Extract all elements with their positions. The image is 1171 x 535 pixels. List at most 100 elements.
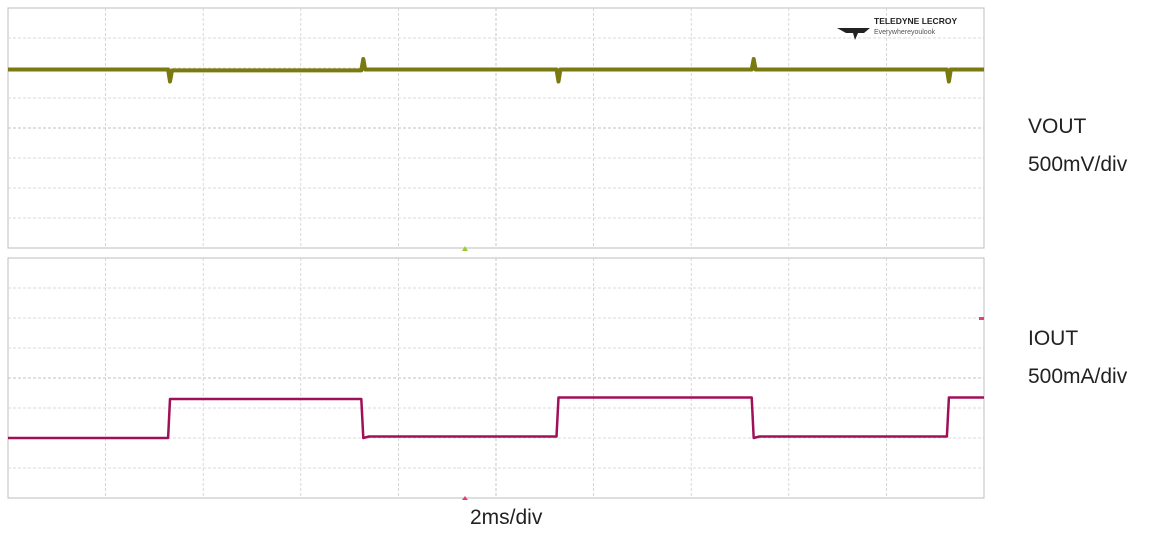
iout-minor-tick [339,467,341,469]
vout-minor-tick [886,157,888,159]
vout-minor-tick [925,37,927,39]
iout-minor-tick [730,287,732,289]
vout-minor-tick [86,157,88,159]
iout-minor-tick [827,407,829,409]
iout-minor-tick [105,467,107,469]
vout-minor-tick [476,97,478,99]
vout-minor-tick [242,37,244,39]
iout-minor-tick [242,407,244,409]
iout-minor-tick [27,347,29,349]
iout-minor-tick [281,347,283,349]
iout-panel [7,257,985,499]
vout-minor-tick [710,157,712,159]
iout-minor-tick [535,467,537,469]
vout-minor-tick [886,97,888,99]
vout-minor-tick [398,217,400,219]
iout-minor-tick [574,347,576,349]
vout-minor-tick [320,157,322,159]
teledyne-eagle-icon [837,28,870,40]
vout-minor-tick [574,97,576,99]
vout-minor-tick [378,37,380,39]
iout-minor-tick [183,467,185,469]
vout-minor-tick [593,157,595,159]
iout-minor-tick [476,347,478,349]
iout-minor-tick [574,467,576,469]
vout-minor-tick [671,157,673,159]
vout-minor-tick [203,97,205,99]
iout-minor-tick [281,287,283,289]
iout-minor-tick [788,407,790,409]
iout-minor-tick [47,467,49,469]
iout-minor-tick [27,407,29,409]
vout-minor-tick [261,217,263,219]
vout-minor-tick [769,37,771,39]
iout-minor-tick [261,347,263,349]
vout-minor-tick [671,37,673,39]
vout-minor-tick [183,97,185,99]
vout-minor-tick [691,97,693,99]
iout-minor-tick [944,347,946,349]
vout-minor-tick [808,217,810,219]
iout-minor-tick [905,287,907,289]
vout-minor-tick [632,217,634,219]
vout-minor-tick [515,97,517,99]
iout-minor-tick [769,407,771,409]
vout-minor-tick [769,157,771,159]
iout-minor-tick [378,347,380,349]
iout-minor-tick [339,347,341,349]
iout-minor-tick [710,467,712,469]
iout-minor-tick [691,467,693,469]
iout-minor-tick [691,407,693,409]
iout-minor-tick [203,467,205,469]
iout-minor-tick [788,287,790,289]
vout-minor-tick [710,217,712,219]
iout-minor-tick [300,287,302,289]
iout-minor-tick [593,407,595,409]
vout-minor-tick [144,37,146,39]
iout-minor-tick [398,347,400,349]
vout-minor-tick [281,97,283,99]
vout-minor-tick [769,217,771,219]
vout-minor-tick [749,37,751,39]
iout-minor-tick [8,287,9,289]
iout-minor-tick [671,287,673,289]
iout-minor-tick [554,287,556,289]
iout-minor-tick [515,287,517,289]
iout-minor-tick [593,347,595,349]
iout-minor-tick [964,287,966,289]
iout-minor-tick [593,467,595,469]
vout-minor-tick [27,157,29,159]
vout-minor-tick [359,157,361,159]
iout-minor-tick [613,347,615,349]
vout-minor-tick [417,97,419,99]
iout-minor-tick [105,347,107,349]
vout-minor-tick [964,217,966,219]
iout-minor-tick [8,347,9,349]
vout-minor-tick [320,37,322,39]
iout-minor-tick [554,407,556,409]
iout-minor-tick [925,287,927,289]
iout-minor-tick [203,287,205,289]
vout-minor-tick [866,37,868,39]
vout-minor-tick [47,37,49,39]
vout-minor-tick [203,157,205,159]
iout-minor-tick [710,407,712,409]
vout-minor-tick [574,157,576,159]
vout-minor-tick [632,157,634,159]
vout-minor-tick [671,217,673,219]
vout-minor-tick [320,217,322,219]
iout-minor-tick [281,407,283,409]
vout-minor-tick [847,217,849,219]
iout-minor-tick [456,287,458,289]
iout-minor-tick [300,347,302,349]
iout-minor-tick [125,347,127,349]
iout-minor-tick [925,467,927,469]
vout-minor-tick [281,37,283,39]
vout-minor-tick [456,37,458,39]
vout-minor-tick [593,217,595,219]
iout-minor-tick [417,467,419,469]
vout-minor-tick [652,97,654,99]
vout-minor-tick [652,157,654,159]
iout-minor-tick [437,347,439,349]
vout-minor-tick [730,217,732,219]
